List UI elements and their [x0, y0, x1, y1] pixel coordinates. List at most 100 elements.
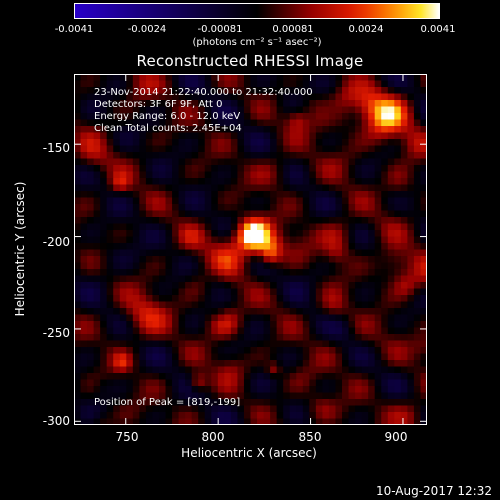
image-pixel: [178, 210, 186, 218]
image-pixel: [413, 243, 422, 251]
image-pixel: [342, 152, 350, 160]
image-pixel: [191, 184, 199, 192]
image-pixel: [355, 334, 363, 342]
image-pixel: [263, 204, 271, 212]
image-pixel: [204, 405, 212, 413]
image-pixel: [342, 93, 350, 101]
image-pixel: [361, 249, 369, 257]
image-pixel: [257, 334, 265, 342]
image-pixel: [400, 340, 408, 348]
image-pixel: [119, 152, 127, 160]
image-pixel: [257, 93, 265, 101]
image-pixel: [335, 262, 343, 270]
image-pixel: [152, 386, 160, 394]
image-pixel: [217, 178, 225, 186]
image-pixel: [224, 191, 232, 199]
image-pixel: [296, 314, 304, 322]
image-pixel: [145, 139, 154, 147]
image-pixel: [348, 80, 356, 88]
image-pixel: [322, 100, 330, 108]
image-pixel: [80, 301, 88, 309]
image-pixel: [420, 347, 427, 355]
image-pixel: [361, 217, 369, 225]
image-pixel: [198, 347, 206, 355]
image-pixel: [348, 139, 356, 147]
image-pixel: [289, 386, 297, 394]
image-pixel: [165, 223, 173, 231]
image-pixel: [80, 223, 88, 231]
image-pixel: [276, 418, 284, 425]
image-pixel: [230, 347, 239, 355]
image-pixel: [250, 113, 258, 121]
image-pixel: [270, 204, 278, 212]
image-pixel: [113, 113, 121, 121]
image-pixel: [224, 158, 232, 166]
image-pixel: [355, 210, 363, 218]
image-pixel: [355, 275, 363, 283]
image-pixel: [361, 191, 369, 199]
image-pixel: [263, 217, 271, 225]
image-pixel: [126, 93, 134, 101]
image-pixel: [198, 145, 206, 153]
image-pixel: [198, 132, 206, 140]
image-pixel: [289, 288, 297, 296]
image-pixel: [106, 386, 114, 394]
image-pixel: [178, 204, 186, 212]
image-pixel: [309, 191, 317, 199]
image-pixel: [368, 158, 376, 166]
image-pixel: [342, 210, 350, 218]
image-pixel: [172, 347, 180, 355]
image-pixel: [250, 418, 258, 425]
image-pixel: [243, 386, 252, 394]
image-pixel: [204, 236, 212, 244]
image-pixel: [289, 308, 297, 316]
image-pixel: [158, 243, 167, 251]
image-pixel: [283, 412, 291, 420]
image-pixel: [224, 119, 232, 127]
image-pixel: [132, 236, 140, 244]
image-pixel: [413, 262, 422, 270]
image-pixel: [172, 152, 180, 160]
image-pixel: [74, 165, 82, 173]
image-pixel: [322, 217, 330, 225]
image-pixel: [126, 269, 134, 277]
image-pixel: [296, 256, 304, 264]
image-pixel: [217, 353, 225, 361]
image-pixel: [355, 145, 363, 153]
image-pixel: [165, 243, 173, 251]
image-pixel: [328, 386, 337, 394]
image-pixel: [126, 321, 134, 329]
image-pixel: [100, 184, 108, 192]
image-pixel: [400, 132, 408, 140]
image-pixel: [250, 184, 258, 192]
image-pixel: [139, 301, 147, 309]
image-pixel: [74, 360, 82, 368]
image-pixel: [296, 327, 304, 335]
image-pixel: [361, 399, 369, 407]
image-pixel: [87, 223, 95, 231]
image-pixel: [270, 139, 278, 147]
image-pixel: [381, 100, 389, 108]
image-pixel: [224, 379, 232, 387]
image-pixel: [420, 249, 427, 257]
image-pixel: [283, 340, 291, 348]
image-pixel: [243, 217, 252, 225]
image-pixel: [158, 230, 167, 238]
image-pixel: [263, 74, 271, 82]
image-pixel: [191, 379, 199, 387]
image-pixel: [289, 93, 297, 101]
image-pixel: [211, 165, 219, 173]
image-pixel: [165, 262, 173, 270]
image-pixel: [211, 340, 219, 348]
image-pixel: [93, 158, 101, 166]
image-pixel: [172, 106, 180, 114]
image-pixel: [270, 158, 278, 166]
image-pixel: [355, 288, 363, 296]
image-pixel: [80, 347, 88, 355]
image-pixel: [178, 295, 186, 303]
image-pixel: [250, 165, 258, 173]
image-pixel: [106, 158, 114, 166]
image-pixel: [243, 230, 252, 238]
image-pixel: [217, 197, 225, 205]
image-pixel: [119, 223, 127, 231]
